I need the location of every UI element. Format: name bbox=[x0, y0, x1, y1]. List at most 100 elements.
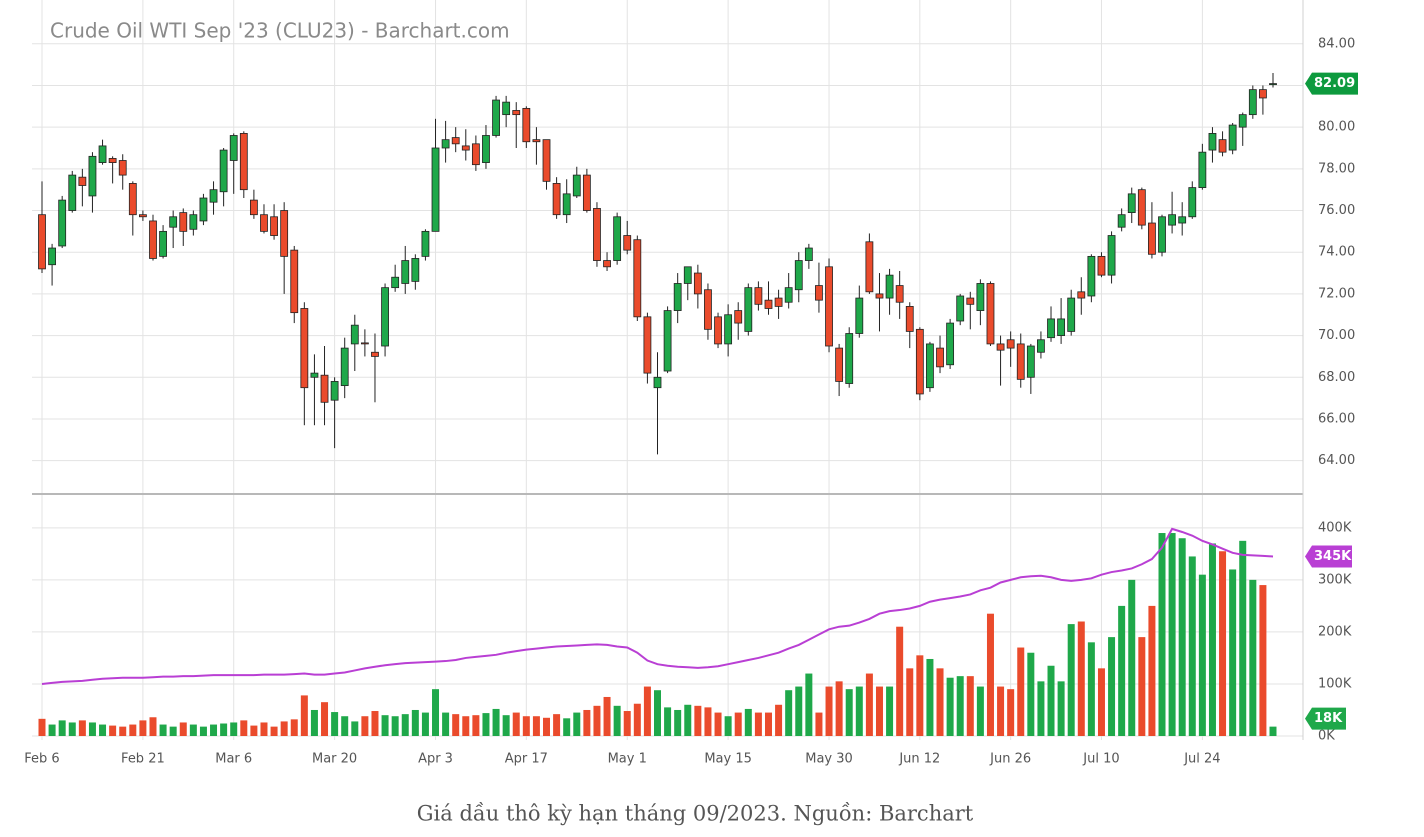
candle-body bbox=[290, 249, 299, 314]
volume-bar bbox=[452, 714, 460, 736]
candle-body bbox=[623, 235, 632, 251]
candle-body bbox=[471, 143, 480, 166]
volume-bar bbox=[512, 712, 520, 736]
candle-body bbox=[704, 289, 712, 330]
candle-body bbox=[1137, 189, 1146, 226]
candle-body bbox=[754, 287, 763, 305]
candle-body bbox=[683, 266, 692, 284]
y-tick-label: 84.00 bbox=[1318, 36, 1355, 51]
volume-bar bbox=[68, 722, 76, 736]
candle-body bbox=[340, 347, 349, 387]
candle-body bbox=[582, 174, 591, 211]
volume-bar bbox=[1219, 551, 1227, 736]
candle-body bbox=[915, 328, 924, 395]
volume-bar bbox=[1027, 652, 1035, 736]
volume-bar bbox=[1229, 569, 1237, 736]
y-tick-label: 66.00 bbox=[1318, 411, 1355, 426]
volume-bar bbox=[149, 717, 157, 736]
candle-body bbox=[270, 216, 278, 236]
candle-body bbox=[1016, 343, 1025, 380]
candle-body bbox=[542, 139, 551, 182]
volume-bar bbox=[502, 715, 510, 736]
candle-body bbox=[663, 310, 672, 372]
y-tick-label: 64.00 bbox=[1318, 453, 1355, 468]
candle-body bbox=[926, 343, 934, 389]
candle-body bbox=[1198, 151, 1207, 188]
volume-bar bbox=[694, 705, 702, 736]
y-tick-label: 80.00 bbox=[1318, 120, 1355, 135]
volume-bar bbox=[1208, 543, 1216, 736]
volume-bar bbox=[381, 715, 389, 736]
volume-bar bbox=[744, 708, 752, 736]
volume-bar bbox=[1128, 579, 1136, 736]
volume-bar bbox=[230, 722, 238, 736]
volume-bar bbox=[1138, 637, 1146, 736]
volume-bar bbox=[1148, 605, 1156, 736]
volume-bar bbox=[623, 711, 631, 736]
volume-bar bbox=[785, 690, 793, 736]
volume-bar bbox=[179, 722, 187, 736]
candle-body bbox=[280, 210, 289, 257]
volume-bar bbox=[492, 708, 500, 736]
y-tick-label: 72.00 bbox=[1318, 286, 1355, 301]
volume-bar bbox=[270, 726, 278, 736]
volume-bar bbox=[240, 720, 248, 736]
last-price-label-box bbox=[1305, 72, 1358, 95]
candle-body bbox=[885, 274, 894, 299]
candle-body bbox=[38, 214, 46, 270]
volume-bar bbox=[835, 681, 843, 736]
candle-body bbox=[1158, 216, 1166, 253]
candle-body bbox=[1047, 318, 1055, 339]
volume-bar bbox=[290, 719, 298, 736]
candle-body bbox=[593, 208, 601, 261]
candle-body bbox=[1148, 222, 1156, 255]
y2-tick-label: 100K bbox=[1318, 676, 1352, 691]
candle-body bbox=[300, 308, 309, 389]
candle-body bbox=[441, 139, 450, 149]
y-tick-label: 76.00 bbox=[1318, 203, 1355, 218]
candle-body bbox=[764, 299, 773, 309]
candle-body bbox=[128, 183, 137, 216]
candle-body bbox=[804, 247, 813, 261]
volume-bar bbox=[573, 712, 581, 736]
volume-bar bbox=[260, 722, 268, 736]
y2-tick-label: 300K bbox=[1318, 572, 1352, 587]
volume-bar bbox=[674, 709, 682, 736]
candle-body bbox=[1259, 89, 1267, 99]
volume-bar bbox=[1057, 681, 1065, 736]
candle-body bbox=[229, 135, 238, 161]
candle-body bbox=[552, 183, 561, 216]
x-tick-label: Feb 21 bbox=[121, 752, 165, 767]
candle-body bbox=[784, 287, 793, 303]
candle-body bbox=[895, 285, 904, 303]
candle-body bbox=[88, 155, 97, 197]
volume-bar bbox=[210, 724, 218, 736]
volume-bar bbox=[1178, 538, 1186, 736]
candle-body bbox=[189, 214, 198, 230]
volume-bar bbox=[956, 676, 964, 736]
candle-body bbox=[855, 297, 864, 334]
volume-bar bbox=[532, 716, 540, 736]
y-tick-label: 74.00 bbox=[1318, 245, 1355, 260]
average-volume-label-box bbox=[1305, 545, 1352, 568]
x-tick-label: Mar 20 bbox=[312, 752, 357, 767]
candle-body bbox=[966, 297, 975, 305]
volume-bar bbox=[300, 695, 308, 736]
y-tick-label: 68.00 bbox=[1318, 370, 1355, 385]
candle-body bbox=[603, 260, 611, 268]
candle-body bbox=[1208, 133, 1217, 151]
volume-bar bbox=[1108, 637, 1116, 736]
volume-bar bbox=[754, 712, 762, 736]
volume-bar bbox=[986, 613, 994, 736]
volume-bar bbox=[593, 705, 601, 736]
candle-body bbox=[159, 230, 167, 257]
y2-tick-label: 200K bbox=[1318, 624, 1352, 639]
volume-bar bbox=[78, 720, 86, 736]
volume-bar bbox=[442, 712, 450, 736]
candle-body bbox=[1026, 345, 1035, 378]
volume-bar bbox=[220, 723, 228, 736]
candle-body bbox=[865, 241, 874, 293]
volume-bar bbox=[643, 686, 651, 736]
candle-body bbox=[1117, 214, 1126, 228]
